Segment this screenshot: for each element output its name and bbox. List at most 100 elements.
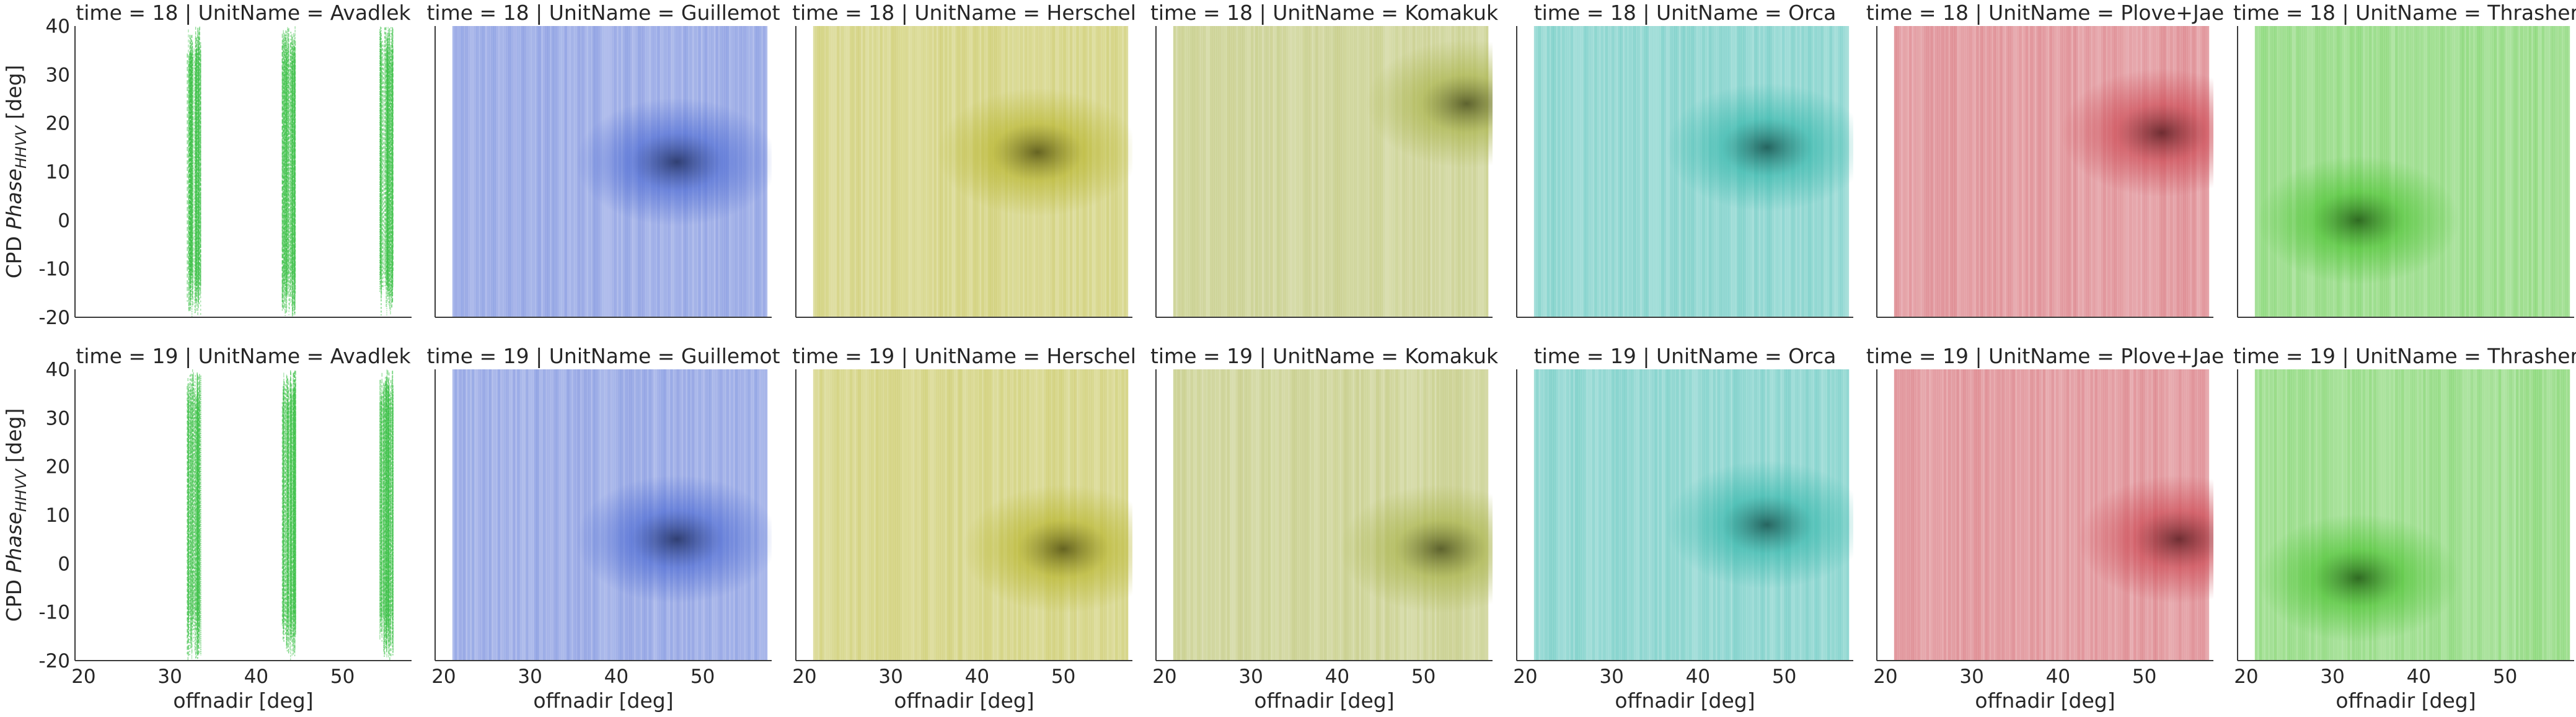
density-stripe bbox=[2436, 369, 2439, 661]
density-stripe bbox=[1486, 26, 1489, 317]
density-stripe bbox=[568, 26, 571, 317]
density-stripe bbox=[1426, 26, 1429, 317]
density-stripe bbox=[1599, 26, 1602, 317]
density-stripe bbox=[2014, 369, 2018, 661]
density-stripe bbox=[1240, 369, 1243, 661]
density-stripe bbox=[495, 369, 498, 661]
density-stripe bbox=[1631, 26, 1634, 317]
density-stripe bbox=[895, 369, 898, 661]
density-stripe bbox=[2071, 369, 2074, 661]
density-stripe bbox=[1346, 26, 1349, 317]
density-stripe bbox=[865, 26, 868, 317]
density-stripe bbox=[2503, 26, 2506, 317]
density-stripe bbox=[1566, 369, 1569, 661]
density-stripe bbox=[2487, 369, 2490, 661]
density-stripe bbox=[867, 26, 870, 317]
density-stripe bbox=[2548, 26, 2551, 317]
density-stripe bbox=[1451, 26, 1454, 317]
density-stripe bbox=[1564, 26, 1567, 317]
density-stripe bbox=[2321, 369, 2324, 661]
density-stripe bbox=[880, 26, 883, 317]
density-stripe bbox=[2446, 369, 2450, 661]
density-stripe bbox=[452, 369, 455, 661]
density-stripe bbox=[1558, 26, 1561, 317]
density-stripe bbox=[910, 369, 913, 661]
density-stripe bbox=[826, 369, 829, 661]
density-stripe bbox=[474, 26, 477, 317]
panel-data bbox=[452, 26, 772, 317]
density-stripe bbox=[2520, 26, 2523, 317]
density-stripe bbox=[1300, 369, 1303, 661]
density-stripe bbox=[878, 26, 881, 317]
density-stripe bbox=[2561, 369, 2564, 661]
density-stripe bbox=[1969, 369, 1972, 661]
density-stripe bbox=[1542, 369, 1545, 661]
density-stripe bbox=[1322, 369, 1325, 661]
density-stripe bbox=[526, 26, 529, 317]
density-stripe bbox=[2526, 369, 2530, 661]
density-stripe bbox=[1320, 26, 1323, 317]
density-stripe bbox=[1618, 369, 1621, 661]
density-stripe bbox=[1933, 26, 1936, 317]
density-stripe bbox=[1965, 26, 1968, 317]
density-stripe bbox=[1590, 26, 1593, 317]
density-stripe bbox=[832, 369, 836, 661]
density-stripe bbox=[834, 26, 837, 317]
density-stripe bbox=[1952, 369, 1955, 661]
x-tick-label: 30 bbox=[2320, 666, 2344, 688]
density-stripe bbox=[2026, 369, 2029, 661]
density-stripe bbox=[1902, 26, 1905, 317]
density-stripe bbox=[962, 369, 964, 661]
density-stripe bbox=[1350, 369, 1353, 661]
density-stripe bbox=[2291, 369, 2294, 661]
panel-19-herschel: 20 30 40 50 offnadir [deg] time = 19 | UnitNa… bbox=[792, 344, 1136, 713]
density-stripe bbox=[1330, 369, 1333, 661]
density-stripe bbox=[465, 369, 468, 661]
density-stripe bbox=[1635, 26, 1638, 317]
density-stripe bbox=[2034, 26, 2037, 317]
density-stripe bbox=[1644, 26, 1647, 317]
density-stripe bbox=[2425, 369, 2428, 661]
density-stripe bbox=[1905, 26, 1908, 317]
density-stripe bbox=[506, 369, 509, 661]
density-stripe bbox=[925, 369, 928, 661]
density-stripe bbox=[1206, 369, 1209, 661]
density-stripe bbox=[1600, 369, 1603, 661]
density-stripe bbox=[1410, 26, 1413, 317]
density-stripe bbox=[510, 26, 513, 317]
density-stripe bbox=[2039, 369, 2042, 661]
density-stripe bbox=[1251, 369, 1254, 661]
density-stripe bbox=[850, 369, 852, 661]
density-stripe bbox=[2375, 369, 2378, 661]
density-stripe bbox=[1458, 26, 1461, 317]
x-tick-label: 20 bbox=[2234, 666, 2258, 688]
density-stripe bbox=[1397, 26, 1400, 317]
density-stripe bbox=[1199, 369, 1202, 661]
density-stripe bbox=[856, 26, 859, 317]
density-stripe bbox=[916, 369, 919, 661]
density-stripe bbox=[2442, 26, 2445, 317]
density-stripe bbox=[923, 369, 926, 661]
density-stripe bbox=[1395, 26, 1398, 317]
density-stripe bbox=[2541, 26, 2544, 317]
density-stripe bbox=[2440, 26, 2443, 317]
density-stripe bbox=[824, 369, 827, 661]
density-stripe bbox=[2062, 26, 2065, 317]
density-stripe bbox=[1343, 26, 1346, 317]
density-stripe bbox=[1900, 26, 1903, 317]
density-stripe bbox=[904, 369, 907, 661]
density-stripe bbox=[933, 369, 937, 661]
density-stripe bbox=[469, 369, 472, 661]
density-stripe bbox=[1672, 26, 1675, 317]
density-stripe bbox=[2270, 369, 2273, 661]
density-stripe bbox=[2481, 369, 2484, 661]
density-stripe bbox=[1909, 369, 1912, 661]
density-stripe bbox=[1939, 369, 1942, 661]
density-stripe bbox=[2526, 26, 2530, 317]
density-stripe bbox=[1976, 369, 1979, 661]
density-stripe bbox=[1220, 369, 1224, 661]
density-stripe bbox=[555, 26, 558, 317]
density-stripe bbox=[523, 26, 526, 317]
density-stripe bbox=[1907, 26, 1910, 317]
density-stripe bbox=[2324, 369, 2327, 661]
